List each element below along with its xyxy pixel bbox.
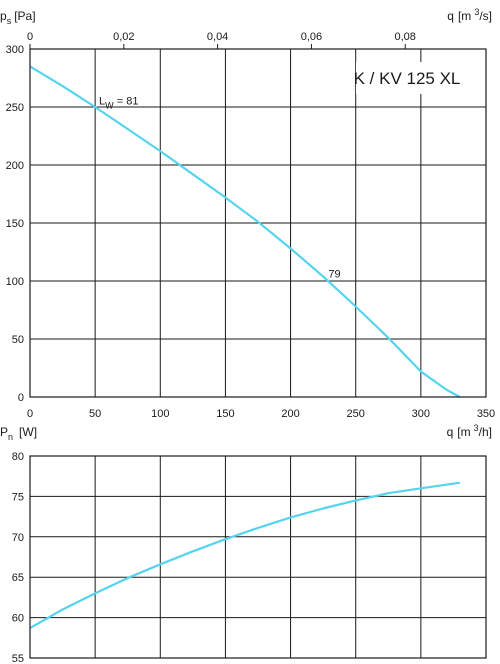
flow-top-axis-title: q [m 3/s]	[447, 7, 492, 23]
model-title-box	[356, 62, 458, 94]
flow-x-ticks: 0 50 100 150 200 250 300 350	[27, 408, 495, 420]
x-tick-label: 0	[27, 408, 33, 420]
top-tick-label: 0,02	[113, 31, 134, 43]
x-tick-label: 300	[412, 408, 430, 420]
y-tick-label: 100	[6, 276, 24, 288]
sound-level-label-79: 79	[328, 269, 340, 281]
y-tick-label: 80	[12, 451, 24, 463]
top-tick-label: 0,04	[207, 31, 228, 43]
flow-top-ticks: 0 0,02 0,04 0,06 0,08	[27, 31, 416, 49]
y-tick-label: 300	[6, 44, 24, 56]
pressure-chart: ps [Pa] q [m 3/s] 0 50 100 150 200 250 300 0 50 100…	[0, 7, 495, 420]
x-tick-label: 50	[89, 408, 101, 420]
power-chart: Pn [W] q [m 3/h] 55 60 65 70 75 80	[0, 423, 492, 664]
power-plot-frame	[29, 455, 487, 659]
pressure-grid	[29, 48, 487, 398]
y-tick-label: 200	[6, 160, 24, 172]
y-tick-label: 0	[18, 392, 24, 404]
y-tick-label: 60	[12, 613, 24, 625]
sound-level-label-81: LW = 81	[99, 96, 138, 111]
x-tick-label: 250	[347, 408, 365, 420]
pressure-y-ticks: 0 50 100 150 200 250 300	[6, 44, 24, 404]
y-tick-label: 65	[12, 572, 24, 584]
y-tick-label: 70	[12, 532, 24, 544]
power-grid	[29, 455, 487, 659]
model-title: K / KV 125 XL	[354, 69, 461, 88]
y-tick-label: 75	[12, 491, 24, 503]
y-tick-label: 150	[6, 218, 24, 230]
power-curve	[29, 481, 461, 630]
x-tick-label: 150	[216, 408, 234, 420]
x-tick-label: 200	[281, 408, 299, 420]
top-tick-label: 0,06	[301, 31, 322, 43]
top-tick-label: 0,08	[395, 31, 416, 43]
flow-bottom-axis-title: q [m 3/h]	[447, 423, 492, 439]
y-tick-label: 50	[12, 334, 24, 346]
x-tick-label: 350	[477, 408, 495, 420]
pressure-axis-title: ps [Pa]	[0, 9, 36, 26]
x-tick-label: 100	[151, 408, 169, 420]
y-tick-label: 55	[12, 653, 24, 664]
top-tick-label: 0	[27, 31, 33, 43]
pressure-curve	[29, 65, 461, 398]
y-tick-label: 250	[6, 102, 24, 114]
power-y-ticks: 55 60 65 70 75 80	[12, 451, 24, 664]
pressure-plot-frame	[29, 48, 487, 398]
power-axis-title: Pn [W]	[0, 425, 37, 442]
